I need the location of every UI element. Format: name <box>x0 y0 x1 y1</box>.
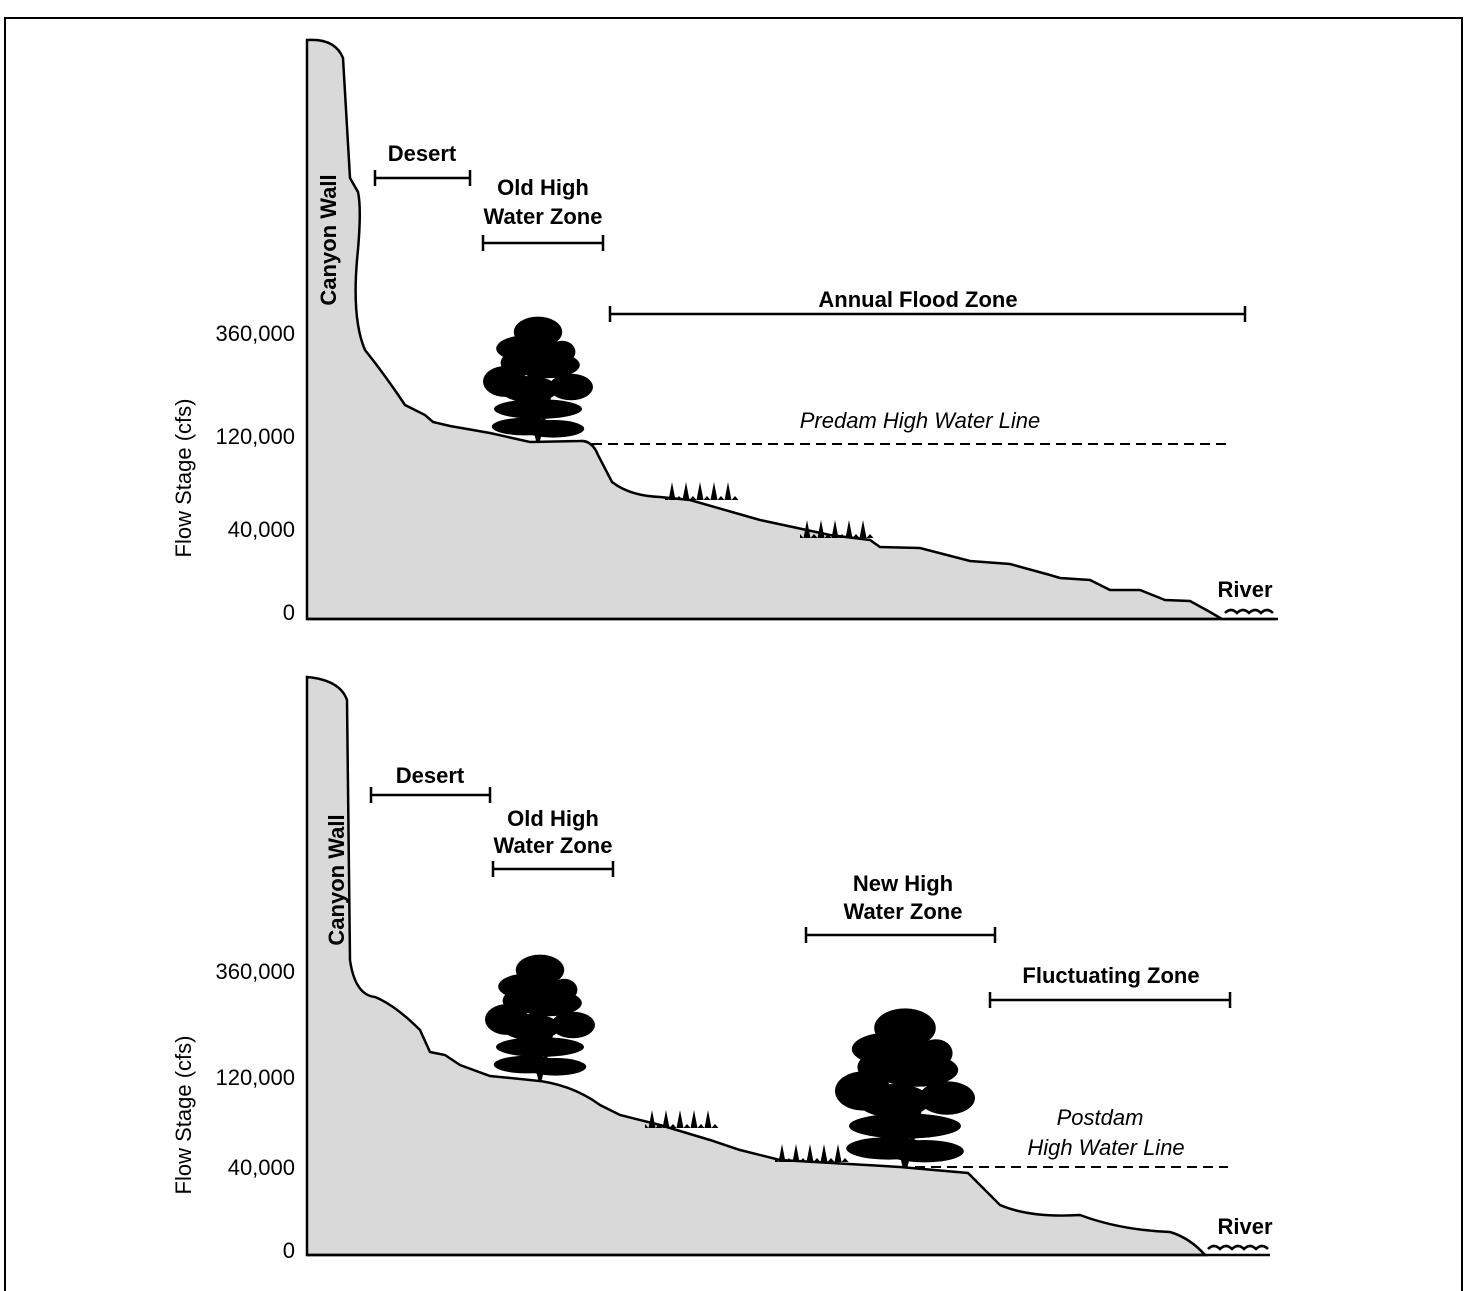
desert-bracket <box>373 170 472 186</box>
tree-crown <box>857 1053 897 1082</box>
frame <box>4 17 1463 1291</box>
y-tick-label: 120,000 <box>215 1065 295 1090</box>
tree-crown <box>551 978 578 1001</box>
canyon-wall-label: Canyon Wall <box>324 814 349 945</box>
grass <box>800 520 874 538</box>
y-axis-label: Flow Stage (cfs) <box>171 399 196 558</box>
vegetation <box>483 316 975 1169</box>
tree-crown <box>919 1081 975 1115</box>
old-zone-label: Water Zone <box>494 833 613 858</box>
fluctuating-zone-label: Fluctuating Zone <box>1022 963 1199 988</box>
y-tick-label: 120,000 <box>215 424 295 449</box>
desert-bracket <box>369 787 492 803</box>
flood-zone-label: Annual Flood Zone <box>818 287 1017 312</box>
tree-crown <box>857 1084 931 1118</box>
river-label: River <box>1217 577 1272 602</box>
high-water-line-label: Predam High Water Line <box>800 408 1041 433</box>
fluctuating-zone-bracket <box>988 992 1232 1008</box>
tree-crown <box>551 1011 595 1039</box>
river-waves <box>1207 1244 1269 1251</box>
tree-crown <box>502 1013 560 1041</box>
old-zone-label: Old High <box>507 806 599 831</box>
tree-crown <box>494 399 582 419</box>
new-zone-bracket <box>804 927 997 943</box>
tree-crown <box>502 989 534 1012</box>
tree-crown <box>919 1039 953 1068</box>
y-tick-label: 0 <box>283 600 295 625</box>
y-tick-label: 40,000 <box>228 517 295 542</box>
grass <box>775 1144 849 1162</box>
tree-crown <box>524 1058 587 1076</box>
high-water-line-label: High Water Line <box>1027 1135 1184 1160</box>
grass <box>665 482 739 500</box>
terrain <box>305 675 1208 1257</box>
y-tick-label: 360,000 <box>215 959 295 984</box>
y-tick-label: 360,000 <box>215 321 295 346</box>
old-zone-label: Old High <box>497 175 589 200</box>
tree-crown <box>500 351 532 374</box>
tree-crown <box>522 420 585 438</box>
terrain <box>305 38 1227 621</box>
y-tick-label: 0 <box>283 1238 295 1263</box>
flood-zone-bracket <box>608 306 1247 322</box>
old-zone-bracket <box>481 235 605 251</box>
tree-crown <box>500 376 558 403</box>
river-label: River <box>1217 1214 1272 1239</box>
y-axis-label: Flow Stage (cfs) <box>171 1036 196 1195</box>
high-water-line-label: Postdam <box>1057 1105 1144 1130</box>
tree-crown <box>549 373 593 401</box>
desert-label: Desert <box>388 141 457 166</box>
new-zone-label: New High <box>853 871 953 896</box>
river-waves <box>1224 608 1274 615</box>
grass <box>645 1110 719 1128</box>
y-tick-label: 40,000 <box>228 1155 295 1180</box>
tree-crown <box>549 340 576 363</box>
desert-label: Desert <box>396 763 465 788</box>
tree-crown <box>885 1140 964 1163</box>
tree-crown <box>496 1037 584 1057</box>
canyon-wall-label: Canyon Wall <box>316 174 341 305</box>
new-zone-label: Water Zone <box>844 899 963 924</box>
old-zone-label: Water Zone <box>484 204 603 229</box>
old-zone-bracket <box>491 861 615 877</box>
tree-crown <box>849 1113 961 1139</box>
